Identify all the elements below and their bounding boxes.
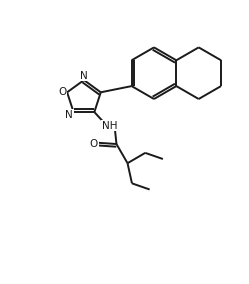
Text: NH: NH: [102, 121, 117, 131]
Text: O: O: [90, 139, 98, 149]
Text: N: N: [80, 71, 88, 81]
Text: O: O: [59, 87, 67, 97]
Text: N: N: [65, 110, 73, 120]
